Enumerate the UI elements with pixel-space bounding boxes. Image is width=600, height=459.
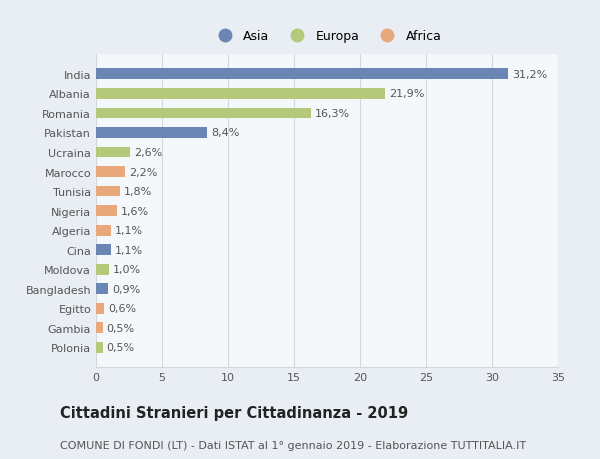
Text: 2,2%: 2,2% xyxy=(129,167,157,177)
Bar xyxy=(96,303,104,314)
Bar xyxy=(96,264,109,275)
Text: 0,9%: 0,9% xyxy=(112,284,140,294)
Text: Cittadini Stranieri per Cittadinanza - 2019: Cittadini Stranieri per Cittadinanza - 2… xyxy=(60,405,408,420)
Text: 0,6%: 0,6% xyxy=(108,304,136,313)
Text: 8,4%: 8,4% xyxy=(211,128,239,138)
Text: 1,6%: 1,6% xyxy=(121,206,149,216)
Bar xyxy=(96,284,108,295)
Text: 16,3%: 16,3% xyxy=(315,109,350,118)
Bar xyxy=(96,108,311,119)
Text: 1,8%: 1,8% xyxy=(124,187,152,196)
Text: 2,6%: 2,6% xyxy=(134,148,163,157)
Bar xyxy=(96,225,110,236)
Bar xyxy=(96,245,110,256)
Text: 0,5%: 0,5% xyxy=(107,343,134,353)
Text: COMUNE DI FONDI (LT) - Dati ISTAT al 1° gennaio 2019 - Elaborazione TUTTITALIA.I: COMUNE DI FONDI (LT) - Dati ISTAT al 1° … xyxy=(60,440,526,450)
Bar xyxy=(96,206,117,217)
Text: 1,1%: 1,1% xyxy=(115,226,143,235)
Text: 21,9%: 21,9% xyxy=(389,89,424,99)
Bar xyxy=(96,167,125,178)
Bar xyxy=(96,147,130,158)
Bar xyxy=(96,128,207,139)
Bar xyxy=(96,89,385,100)
Bar xyxy=(96,342,103,353)
Bar xyxy=(96,69,508,80)
Text: 1,0%: 1,0% xyxy=(113,265,141,274)
Bar xyxy=(96,323,103,334)
Legend: Asia, Europa, Africa: Asia, Europa, Africa xyxy=(206,24,448,49)
Text: 0,5%: 0,5% xyxy=(107,323,134,333)
Bar xyxy=(96,186,120,197)
Text: 31,2%: 31,2% xyxy=(512,70,547,79)
Text: 1,1%: 1,1% xyxy=(115,245,143,255)
